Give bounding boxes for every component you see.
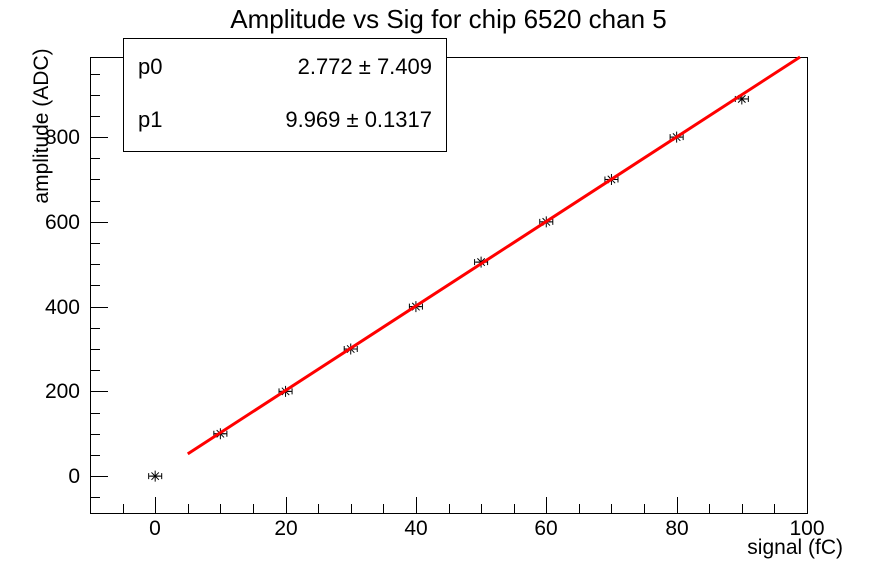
param-p1-value: 9.969 ± 0.1317 bbox=[285, 106, 432, 132]
x-tick-label: 20 bbox=[274, 517, 297, 540]
y-tick-label: 400 bbox=[45, 296, 80, 319]
plot-title: Amplitude vs Sig for chip 6520 chan 5 bbox=[230, 4, 667, 34]
x-tick-label: 0 bbox=[149, 517, 161, 540]
y-tick-label: 200 bbox=[45, 380, 80, 403]
marker-arm-diag2 bbox=[151, 472, 160, 481]
y-tick-label: 600 bbox=[45, 211, 80, 234]
y-tick-label: 800 bbox=[45, 126, 80, 149]
x-axis-title: signal (fC) bbox=[747, 536, 843, 559]
stats-row-p0: p0 2.772 ± 7.409 bbox=[138, 40, 432, 93]
param-p1-name: p1 bbox=[138, 106, 163, 132]
y-tick-label: 0 bbox=[68, 465, 80, 488]
param-p0-name: p0 bbox=[138, 53, 163, 79]
param-p0-value: 2.772 ± 7.409 bbox=[297, 53, 432, 79]
fit-line bbox=[186, 55, 801, 456]
x-tick-label: 80 bbox=[665, 517, 688, 540]
x-tick-label: 40 bbox=[404, 517, 427, 540]
x-tick-label: 60 bbox=[534, 517, 557, 540]
fit-stats-box: p0 2.772 ± 7.409 p1 9.969 ± 0.1317 bbox=[123, 38, 447, 152]
x-tick-label: 100 bbox=[789, 517, 824, 540]
marker-arm-diag2 bbox=[737, 94, 746, 104]
y-axis-title: amplitude (ADC) bbox=[30, 48, 53, 204]
stats-row-p1: p1 9.969 ± 0.1317 bbox=[138, 93, 432, 146]
